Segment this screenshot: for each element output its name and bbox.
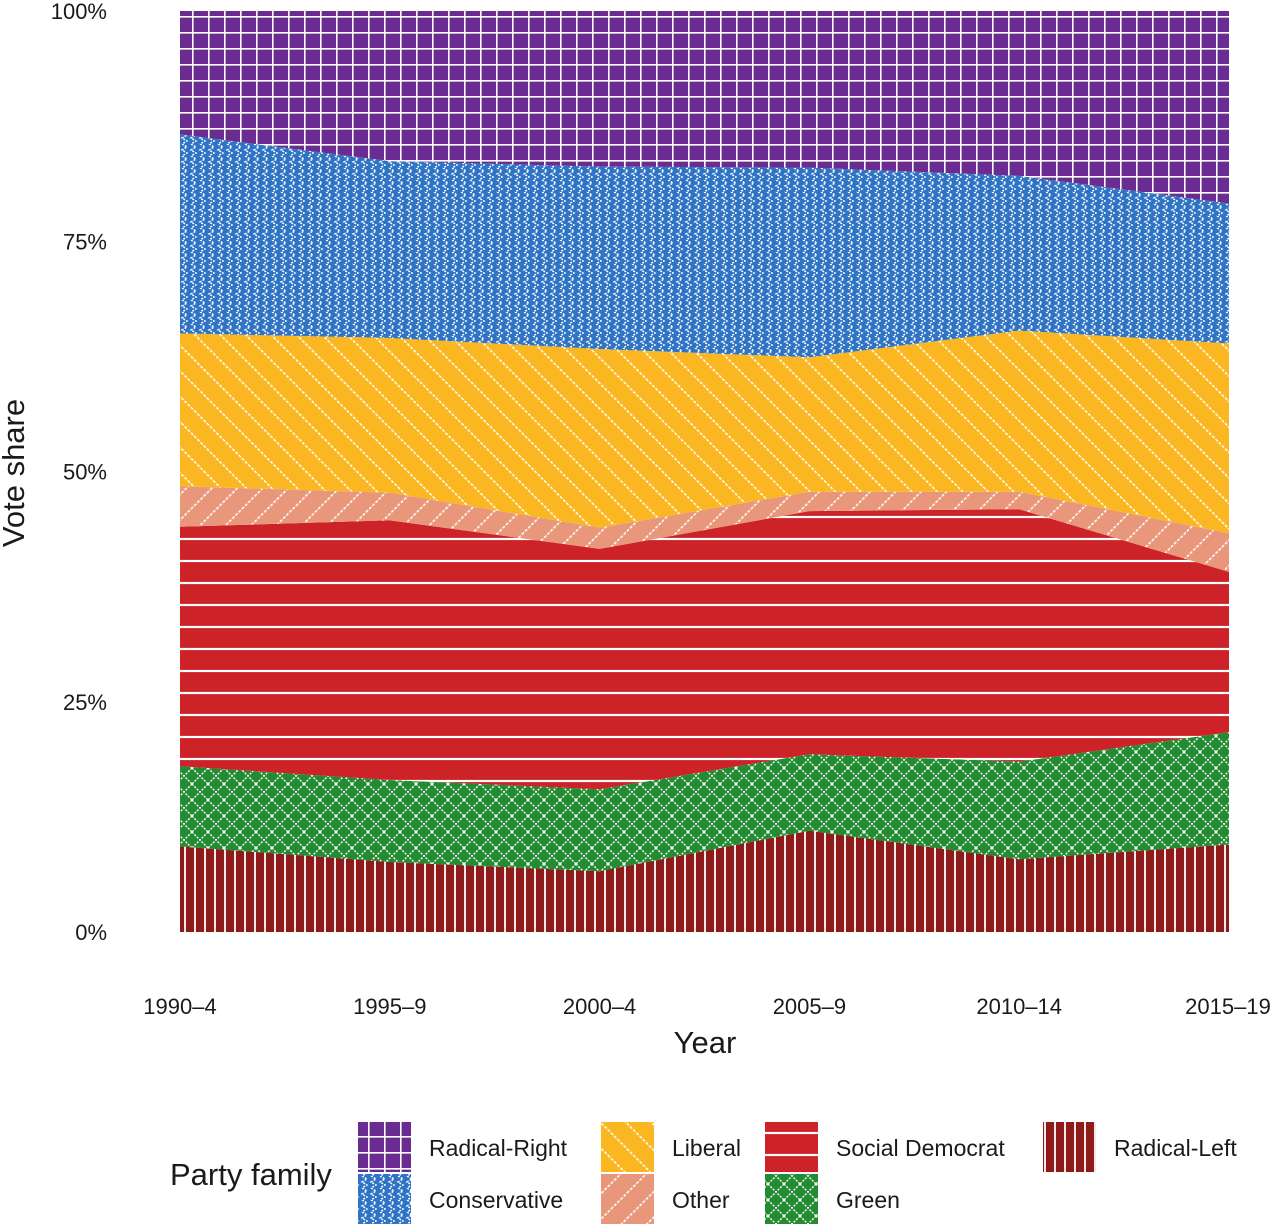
x-tick-label: 1990–4 bbox=[143, 994, 216, 1019]
legend-label: Social Democrat bbox=[836, 1135, 1005, 1161]
legend-item-other: Other bbox=[601, 1174, 730, 1224]
legend-swatch bbox=[358, 1122, 411, 1172]
legend-swatch bbox=[601, 1122, 654, 1172]
y-tick-label: 100% bbox=[51, 0, 107, 24]
y-axis-title: Vote share bbox=[0, 399, 31, 547]
area-green bbox=[180, 732, 1229, 872]
legend-item-radical-left: Radical-Left bbox=[1043, 1122, 1237, 1172]
x-tick-label: 2015–19 bbox=[1185, 994, 1271, 1019]
y-tick-label: 25% bbox=[63, 690, 107, 715]
legend-swatch bbox=[765, 1174, 818, 1224]
legend-swatch bbox=[765, 1122, 818, 1172]
y-axis-ticks: 0% 25% 50% 75% 100% bbox=[51, 0, 107, 945]
legend-item-liberal: Liberal bbox=[601, 1122, 741, 1172]
y-tick-label: 0% bbox=[75, 920, 107, 945]
legend-item-social-democrat: Social Democrat bbox=[765, 1122, 1005, 1172]
y-tick-label: 50% bbox=[63, 460, 107, 485]
x-axis-ticks: 1990–4 1995–9 2000–4 2005–9 2010–14 2015–19 bbox=[143, 994, 1271, 1019]
x-tick-label: 2000–4 bbox=[563, 994, 636, 1019]
area-conservative bbox=[180, 134, 1229, 358]
x-tick-label: 2005–9 bbox=[773, 994, 846, 1019]
legend-swatch bbox=[601, 1174, 654, 1224]
legend-title: Party family bbox=[170, 1157, 332, 1192]
legend-swatch bbox=[1043, 1122, 1096, 1172]
area-social-democrat bbox=[180, 509, 1229, 790]
area-other bbox=[180, 486, 1229, 572]
legend-swatch bbox=[358, 1174, 411, 1224]
legend: Party family Radical-Right Conservative Li… bbox=[170, 1122, 1237, 1224]
area-radical-left bbox=[180, 830, 1229, 932]
legend-item-green: Green bbox=[765, 1174, 900, 1224]
legend-label: Green bbox=[836, 1187, 900, 1213]
legend-label: Other bbox=[672, 1187, 730, 1213]
x-axis-title: Year bbox=[674, 1025, 737, 1060]
legend-item-conservative: Conservative bbox=[358, 1174, 563, 1224]
legend-item-radical-right: Radical-Right bbox=[358, 1122, 568, 1172]
area-layers bbox=[180, 11, 1229, 932]
x-tick-label: 2010–14 bbox=[976, 994, 1062, 1019]
legend-label: Radical-Left bbox=[1114, 1135, 1237, 1161]
y-tick-label: 75% bbox=[63, 229, 107, 254]
area-radical-right bbox=[180, 11, 1229, 204]
x-tick-label: 1995–9 bbox=[353, 994, 426, 1019]
legend-label: Conservative bbox=[429, 1187, 563, 1213]
area-liberal bbox=[180, 330, 1229, 534]
legend-label: Radical-Right bbox=[429, 1135, 568, 1161]
legend-label: Liberal bbox=[672, 1135, 741, 1161]
